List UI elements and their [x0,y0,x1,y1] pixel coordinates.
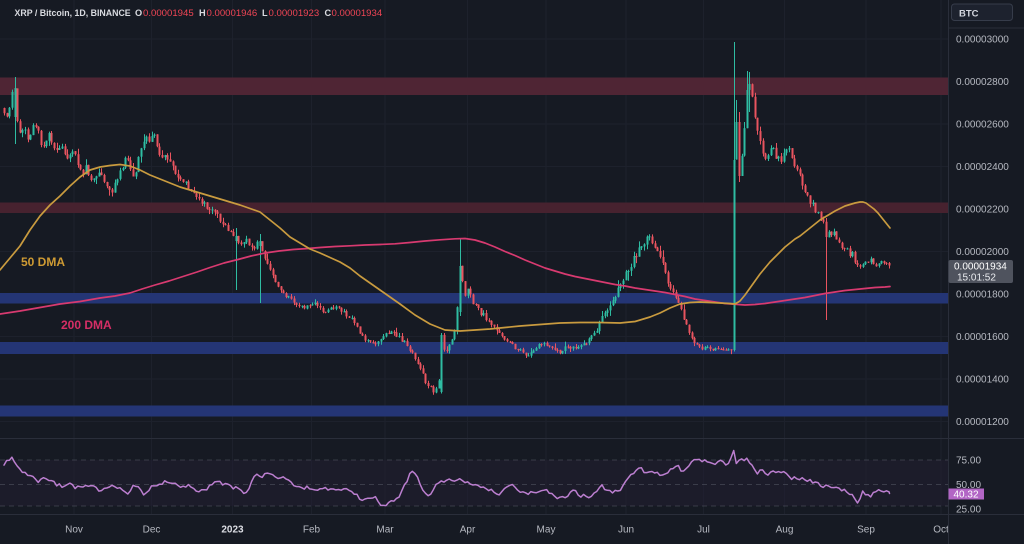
svg-text:75.00: 75.00 [956,456,981,467]
svg-text:Jul: Jul [697,525,710,536]
svg-text:0.00001800: 0.00001800 [956,290,1009,301]
svg-text:40.32: 40.32 [954,490,979,501]
svg-text:0.00001946: 0.00001946 [207,8,258,19]
svg-text:XRP / Bitcoin, 1D, BINANCE: XRP / Bitcoin, 1D, BINANCE [15,8,131,18]
svg-text:0.00001934: 0.00001934 [332,8,383,19]
svg-text:May: May [537,525,556,536]
svg-text:0.00001945: 0.00001945 [143,8,194,19]
svg-text:0.00002000: 0.00002000 [956,247,1009,258]
svg-text:BTC: BTC [959,9,979,20]
svg-text:C: C [325,8,332,18]
svg-text:25.00: 25.00 [956,505,981,516]
svg-text:0.00003000: 0.00003000 [956,35,1009,46]
svg-text:0.00001934: 0.00001934 [954,262,1007,273]
svg-text:200 DMA: 200 DMA [61,318,112,332]
svg-text:Aug: Aug [776,525,794,536]
svg-text:0.00002800: 0.00002800 [956,77,1009,88]
svg-text:Dec: Dec [143,525,161,536]
svg-text:50.00: 50.00 [956,480,981,491]
svg-text:0.00002200: 0.00002200 [956,205,1009,216]
svg-text:50 DMA: 50 DMA [21,255,65,269]
svg-text:L: L [262,8,268,18]
svg-text:0.00002600: 0.00002600 [956,120,1009,131]
svg-text:Oct: Oct [933,525,949,536]
svg-text:0.00001200: 0.00001200 [956,417,1009,428]
svg-text:O: O [135,8,142,18]
svg-text:H: H [199,8,206,18]
svg-text:0.00001600: 0.00001600 [956,332,1009,343]
svg-text:15:01:52: 15:01:52 [957,273,996,284]
svg-text:0.00001400: 0.00001400 [956,375,1009,386]
svg-text:0.00002400: 0.00002400 [956,162,1009,173]
svg-text:Jun: Jun [618,525,634,536]
svg-text:Feb: Feb [303,525,321,536]
svg-text:2023: 2023 [221,525,244,536]
svg-text:0.00001923: 0.00001923 [269,8,320,19]
svg-text:Nov: Nov [65,525,83,536]
svg-text:Sep: Sep [857,525,875,536]
svg-text:Mar: Mar [376,525,394,536]
svg-text:Apr: Apr [460,525,476,536]
